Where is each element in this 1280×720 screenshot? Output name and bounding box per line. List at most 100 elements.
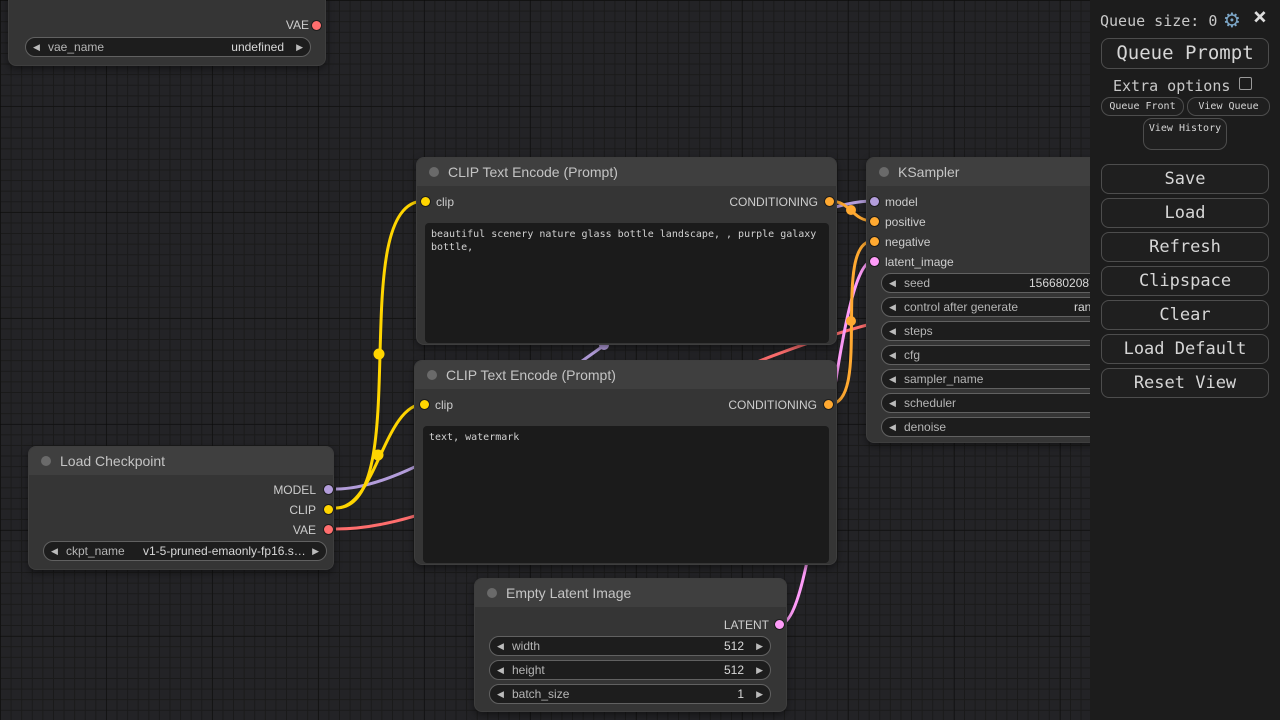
widget-label: seed [904, 276, 931, 290]
widget-label: scheduler [904, 396, 957, 410]
collapse-dot-icon[interactable] [879, 167, 889, 177]
output-label-conditioning: CONDITIONING [728, 398, 817, 412]
widget-seed[interactable]: ◀ seed 1566802087 [881, 273, 1153, 293]
output-slot-conditioning[interactable] [824, 400, 833, 409]
widget-value: v1-5-pruned-emaonly-fp16.s… [143, 544, 306, 558]
collapse-dot-icon[interactable] [41, 456, 51, 466]
queue-front-button[interactable]: Queue Front [1101, 97, 1184, 116]
increment-icon[interactable]: ▶ [756, 665, 763, 675]
increment-icon[interactable]: ▶ [756, 641, 763, 651]
output-label-model: MODEL [273, 483, 316, 497]
widget-label: sampler_name [904, 372, 984, 386]
node-title-bar[interactable]: CLIP Text Encode (Prompt) [415, 361, 836, 389]
decrement-icon[interactable]: ◀ [889, 302, 896, 312]
node-clip-encode-positive[interactable]: CLIP Text Encode (Prompt) clip CONDITION… [416, 157, 837, 345]
collapse-dot-icon[interactable] [487, 588, 497, 598]
node-load-checkpoint[interactable]: Load Checkpoint MODEL CLIP VAE ◀ ckpt_na… [28, 446, 334, 570]
widget-label: control after generate [904, 300, 1019, 314]
clear-button[interactable]: Clear [1101, 300, 1269, 330]
refresh-button[interactable]: Refresh [1101, 232, 1269, 262]
load-button[interactable]: Load [1101, 198, 1269, 228]
decrement-icon[interactable]: ◀ [889, 278, 896, 288]
widget-label: steps [904, 324, 933, 338]
widget-label: denoise [904, 420, 947, 434]
node-title-bar[interactable]: CLIP Text Encode (Prompt) [417, 158, 836, 186]
node-title: Empty Latent Image [506, 585, 632, 601]
save-button[interactable]: Save [1101, 164, 1269, 194]
queue-prompt-button[interactable]: Queue Prompt [1101, 38, 1269, 69]
input-label-clip: clip [436, 195, 455, 209]
output-label-clip: CLIP [289, 503, 316, 517]
input-label-latent-image: latent_image [885, 255, 954, 269]
decrement-icon[interactable]: ◀ [889, 374, 896, 384]
output-label-vae: VAE [292, 523, 316, 537]
decrement-icon[interactable]: ◀ [889, 350, 896, 360]
decrement-icon[interactable]: ◀ [33, 42, 40, 52]
input-slot-negative[interactable] [870, 237, 879, 246]
view-queue-button[interactable]: View Queue [1187, 97, 1270, 116]
input-slot-positive[interactable] [870, 217, 879, 226]
decrement-icon[interactable]: ◀ [889, 326, 896, 336]
widget-value: 1 [737, 687, 744, 701]
widget-ckpt-name[interactable]: ◀ ckpt_name v1-5-pruned-emaonly-fp16.s… … [43, 541, 327, 561]
prompt-textarea[interactable]: text, watermark [423, 426, 829, 563]
prompt-textarea[interactable]: beautiful scenery nature glass bottle la… [425, 223, 829, 343]
node-clip-encode-negative[interactable]: CLIP Text Encode (Prompt) clip CONDITION… [414, 360, 837, 565]
widget-label: ckpt_name [66, 544, 125, 558]
node-title-bar[interactable]: Empty Latent Image [475, 579, 786, 607]
collapse-dot-icon[interactable] [429, 167, 439, 177]
input-slot-latent-image[interactable] [870, 257, 879, 266]
extra-options-checkbox[interactable] [1239, 77, 1252, 90]
widget-width[interactable]: ◀ width 512 ▶ [489, 636, 771, 656]
increment-icon[interactable]: ▶ [756, 689, 763, 699]
output-slot-conditioning[interactable] [825, 197, 834, 206]
widget-batch-size[interactable]: ◀ batch_size 1 ▶ [489, 684, 771, 704]
input-label-positive: positive [885, 215, 926, 229]
node-empty-latent-image[interactable]: Empty Latent Image LATENT ◀ width 512 ▶ … [474, 578, 787, 712]
widget-vae-name[interactable]: ◀ vae_name undefined ▶ [25, 37, 311, 57]
comfy-menu: Queue size: 0 ⚙ × Queue Prompt Extra opt… [1090, 0, 1280, 720]
decrement-icon[interactable]: ◀ [497, 689, 504, 699]
output-slot-vae[interactable] [324, 525, 333, 534]
widget-value: 1566802087 [1029, 276, 1096, 290]
output-slot-clip[interactable] [324, 505, 333, 514]
queue-size-label: Queue size: 0 [1100, 12, 1218, 30]
output-slot-vae[interactable] [312, 21, 321, 30]
widget-value: ran [1074, 300, 1092, 314]
increment-icon[interactable]: ▶ [296, 42, 303, 52]
view-history-button[interactable]: View History [1143, 118, 1227, 150]
extra-options-label: Extra options [1113, 77, 1231, 95]
input-slot-model[interactable] [870, 197, 879, 206]
load-default-button[interactable]: Load Default [1101, 334, 1269, 364]
input-slot-clip[interactable] [420, 400, 429, 409]
node-title: CLIP Text Encode (Prompt) [448, 164, 618, 180]
node-title: CLIP Text Encode (Prompt) [446, 367, 616, 383]
widget-height[interactable]: ◀ height 512 ▶ [489, 660, 771, 680]
widget-label: height [512, 663, 545, 677]
decrement-icon[interactable]: ◀ [497, 641, 504, 651]
decrement-icon[interactable]: ◀ [51, 546, 58, 556]
clipspace-button[interactable]: Clipspace [1101, 266, 1269, 296]
decrement-icon[interactable]: ◀ [889, 398, 896, 408]
node-vae-loader[interactable]: VAE ◀ vae_name undefined ▶ [8, 0, 326, 66]
increment-icon[interactable]: ▶ [312, 546, 319, 556]
widget-value: 512 [723, 639, 744, 653]
decrement-icon[interactable]: ◀ [889, 422, 896, 432]
decrement-icon[interactable]: ◀ [497, 665, 504, 675]
widget-label: vae_name [48, 40, 105, 54]
output-slot-latent[interactable] [775, 620, 784, 629]
widget-label: batch_size [512, 687, 570, 701]
node-title-bar[interactable]: Load Checkpoint [29, 447, 333, 475]
output-label-vae: VAE [285, 18, 309, 32]
collapse-dot-icon[interactable] [427, 370, 437, 380]
input-label-model: model [885, 195, 918, 209]
close-icon[interactable]: × [1253, 4, 1267, 30]
input-label-clip: clip [435, 398, 454, 412]
output-slot-model[interactable] [324, 485, 333, 494]
widget-value: 512 [723, 663, 744, 677]
reset-view-button[interactable]: Reset View [1101, 368, 1269, 398]
settings-gear-icon[interactable]: ⚙ [1223, 8, 1241, 32]
widget-label: width [512, 639, 541, 653]
widget-value: undefined [231, 40, 284, 54]
input-slot-clip[interactable] [421, 197, 430, 206]
